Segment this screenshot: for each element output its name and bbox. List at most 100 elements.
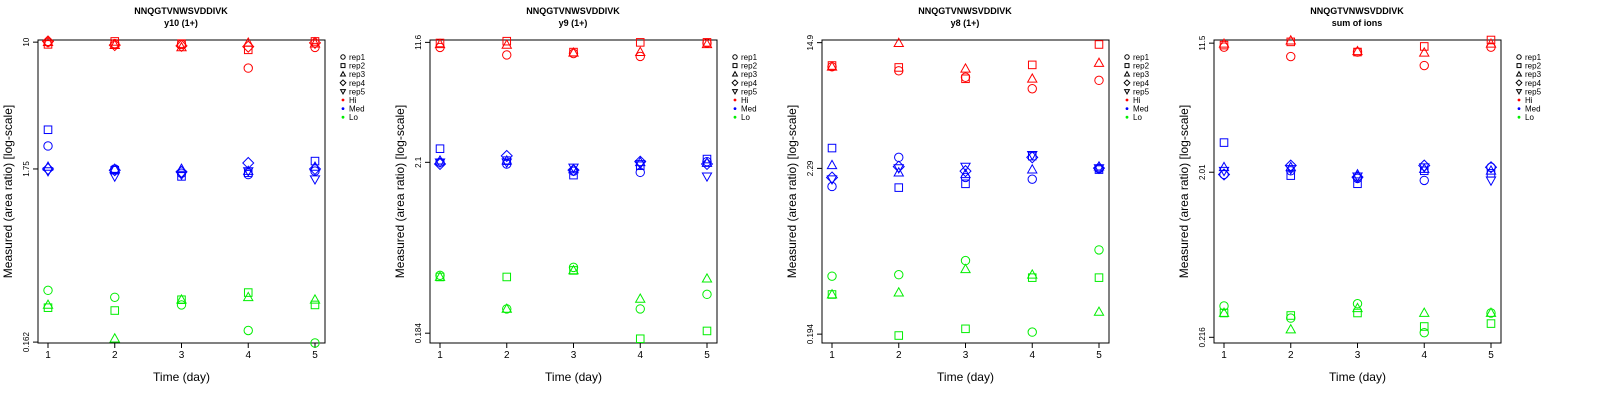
data-point [1219, 301, 1229, 311]
data-point [434, 158, 446, 169]
data-point [826, 159, 838, 170]
data-point [435, 144, 445, 153]
x-tick-label: 5 [1096, 350, 1102, 361]
data-point [1026, 72, 1038, 83]
data-point [501, 154, 513, 165]
data-point [242, 37, 254, 47]
data-point [1094, 75, 1104, 86]
y-tick-label: 1.75 [22, 161, 31, 177]
y-tick-label: 0.162 [22, 332, 31, 353]
legend-label: rep2 [1133, 62, 1150, 71]
plot-area [1213, 39, 1502, 344]
data-point [1285, 34, 1297, 45]
legend-marker-rep2 [1516, 63, 1522, 69]
x-tick-label: 2 [1288, 350, 1294, 361]
x-tick-label: 4 [1421, 350, 1427, 361]
data-point [110, 306, 120, 315]
legend-label: Med [741, 105, 757, 114]
legend-label: rep1 [349, 53, 366, 62]
legend-label: rep2 [349, 62, 366, 71]
legend-label: Lo [741, 113, 750, 122]
data-point [309, 37, 321, 48]
data-point [41, 35, 55, 48]
legend-marker-rep5 [339, 89, 347, 95]
data-point [502, 50, 512, 60]
chart-panel-2: NNQGTVNWSVDDIVK y9 (1+) 1 2 3 4 5 11.6 2.1 0.184 T… [393, 6, 758, 384]
data-point [893, 286, 905, 297]
data-point [41, 162, 55, 176]
legend-marker-rep1 [340, 54, 346, 60]
data-point [502, 272, 512, 282]
legend-label: rep2 [1525, 62, 1542, 71]
data-point [961, 324, 970, 334]
data-point [310, 300, 320, 310]
data-point [960, 263, 971, 274]
data-point [635, 51, 645, 62]
legend-label: rep5 [741, 87, 758, 96]
y-axis-label: Measured (area ratio) [log-scale] [1177, 105, 1191, 278]
plot-area [821, 39, 1110, 344]
x-tick-label: 2 [504, 350, 510, 361]
data-point [1094, 245, 1104, 255]
data-point [894, 183, 904, 192]
legend-dot-Med [341, 107, 345, 110]
legend-label: Hi [1525, 96, 1533, 105]
data-point [1418, 163, 1430, 174]
data-point [242, 40, 255, 53]
data-point [242, 165, 254, 175]
chart-subtitle: y9 (1+) [559, 18, 588, 28]
chart-panel-3: NNQGTVNWSVDDIVK y8 (1+) 1 2 3 4 5 14.9 2.29 0.194… [785, 6, 1150, 384]
data-point [242, 291, 254, 302]
data-point [1485, 307, 1497, 317]
data-point [434, 271, 446, 281]
y-tick-label: 10 [22, 37, 31, 46]
data-point [568, 264, 579, 275]
legend-marker-rep3 [731, 70, 739, 77]
data-point [1284, 159, 1297, 172]
chart-subtitle: y8 (1+) [951, 18, 980, 28]
data-point [960, 72, 971, 82]
chart-subtitle: sum of ions [1332, 18, 1383, 28]
data-point [960, 62, 971, 73]
data-point [43, 125, 53, 135]
legend-label: Hi [349, 96, 357, 105]
data-point [42, 167, 54, 177]
legend-marker-rep1 [1516, 54, 1522, 60]
legend-label: Med [349, 105, 365, 114]
y-tick-label: 11.6 [414, 34, 423, 50]
y-axis-label: Measured (area ratio) [log-scale] [393, 105, 407, 278]
legend-marker-rep3 [1515, 70, 1523, 77]
data-point [242, 167, 254, 177]
data-point [109, 332, 121, 343]
legend-marker-rep4 [339, 79, 347, 87]
y-tick-label: 2.1 [414, 156, 423, 168]
legend-label: Hi [1133, 96, 1141, 105]
x-axis-label: Time (day) [545, 370, 602, 384]
x-tick-label: 2 [112, 350, 118, 361]
chart-panel-4: NNQGTVNWSVDDIVK sum of ions 1 2 3 4 5 11.5 2.01 0… [1177, 6, 1542, 384]
data-point [308, 162, 322, 176]
legend-marker-rep4 [1515, 79, 1523, 87]
data-point [1027, 60, 1037, 70]
data-point [175, 39, 188, 53]
data-point [701, 38, 713, 49]
data-point [243, 63, 253, 73]
data-point [1353, 179, 1362, 189]
data-point [500, 149, 513, 163]
y-tick-label: 0.194 [806, 324, 815, 345]
data-point [109, 172, 121, 183]
chart-panel-1: NNQGTVNWSVDDIVK y10 (1+) 1 2 3 4 5 10 1.75 0.162 T… [1, 6, 366, 384]
data-point [893, 37, 905, 47]
data-point [1419, 60, 1429, 71]
x-tick-label: 2 [896, 350, 902, 361]
data-point [1219, 138, 1229, 147]
legend-label: rep2 [741, 62, 758, 71]
data-point [310, 338, 320, 348]
legend-dot-Hi [341, 98, 345, 102]
legend-marker-rep5 [731, 89, 739, 95]
legend-marker-rep3 [1123, 70, 1131, 77]
legend-label: rep4 [349, 79, 366, 88]
data-point [1027, 174, 1037, 184]
data-point [1093, 160, 1105, 171]
